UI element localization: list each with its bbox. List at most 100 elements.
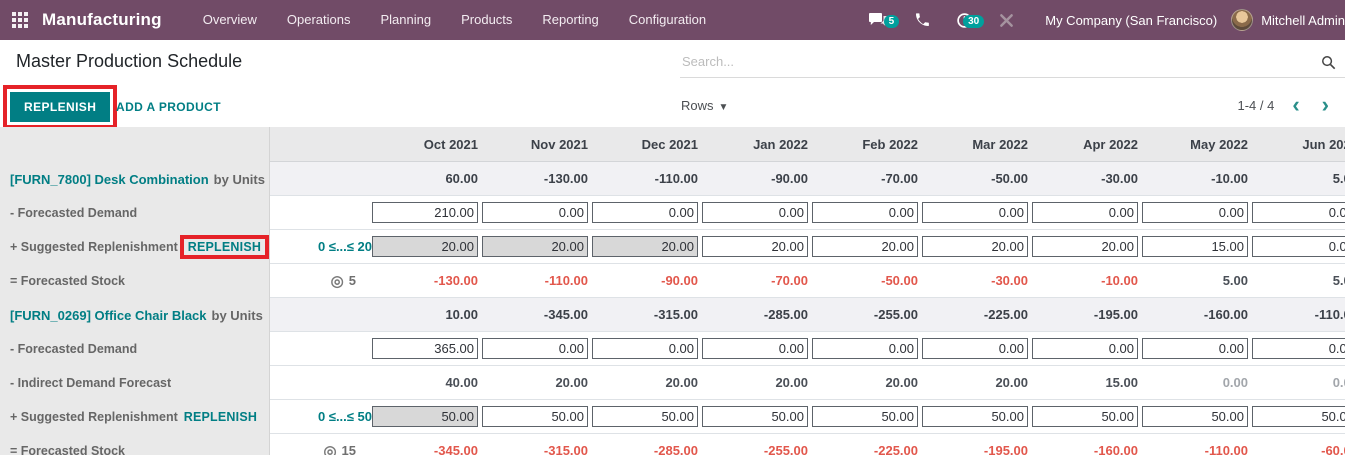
summary-value: -255.00 [873, 307, 918, 322]
replenish-input[interactable] [1252, 236, 1345, 257]
row-replenish-button[interactable]: REPLENISH [187, 239, 262, 254]
demand-input[interactable] [812, 338, 918, 359]
nav-menu-item-configuration[interactable]: Configuration [628, 12, 707, 27]
nav-menu-item-overview[interactable]: Overview [202, 12, 257, 27]
demand-input[interactable] [1142, 202, 1248, 223]
replenish-input[interactable] [812, 406, 918, 427]
input-cell [1252, 332, 1345, 365]
nav-menu-item-reporting[interactable]: Reporting [542, 12, 599, 27]
replenish-input[interactable] [1252, 406, 1345, 427]
summary-value: -70.00 [881, 171, 918, 186]
search-icon[interactable] [1321, 55, 1336, 75]
search-input[interactable] [680, 48, 1305, 75]
nav-menu: Overview Operations Planning Products Report… [188, 0, 721, 40]
replenish-input[interactable] [812, 236, 918, 257]
rows-dropdown[interactable]: Rows ▼ [681, 98, 729, 113]
replenish-input[interactable] [482, 236, 588, 257]
demand-input[interactable] [372, 338, 478, 359]
demand-input[interactable] [1142, 338, 1248, 359]
demand-input[interactable] [702, 338, 808, 359]
value-cell: -110.00 [598, 162, 708, 195]
input-cell [1032, 196, 1148, 229]
replenish-input[interactable] [592, 236, 698, 257]
company-switcher[interactable]: My Company (San Francisco) [1045, 12, 1218, 28]
value-cell: 60.00 [378, 162, 488, 195]
indirect-row: - Indirect Demand Forecast 40.00 20.00 20.0… [0, 366, 1345, 400]
pager-range: 1-4 / 4 [1237, 97, 1275, 113]
demand-input[interactable] [1032, 202, 1138, 223]
demand-input[interactable] [922, 338, 1028, 359]
summary-value: -345.00 [543, 307, 588, 322]
demand-input[interactable] [1032, 338, 1138, 359]
stock-value: 5.00 [1222, 273, 1248, 288]
messages-icon[interactable]: 5 [855, 12, 901, 28]
month-header: Apr 2022 [1083, 136, 1138, 152]
replenish-input[interactable] [1142, 406, 1248, 427]
product-uom: by Units [211, 307, 263, 323]
value-cell: -225.00 [818, 434, 928, 455]
demand-input[interactable] [1252, 338, 1345, 359]
demand-input[interactable] [482, 202, 588, 223]
product-link[interactable]: [FURN_0269] Office Chair Black [10, 307, 207, 323]
value-cell: -285.00 [708, 298, 818, 331]
pager-previous-icon[interactable]: ‹ [1292, 92, 1300, 117]
summary-value: -30.00 [1101, 171, 1138, 186]
summary-value: 5.00 [1332, 171, 1345, 186]
summary-value: -110.00 [654, 171, 698, 186]
safety-stock-target: ◎ 5 [270, 264, 378, 297]
replenish-input[interactable] [1142, 236, 1248, 257]
input-cell [482, 332, 598, 365]
header-body: Oct 2021 Nov 2021 Dec 2021 Jan 2022 Feb 2022… [270, 127, 1345, 162]
pager-next-icon[interactable]: › [1321, 92, 1329, 117]
replenish-input[interactable] [702, 236, 808, 257]
demand-input[interactable] [592, 202, 698, 223]
replenish-input[interactable] [1032, 236, 1138, 257]
demand-input[interactable] [372, 202, 478, 223]
stock-value: -195.00 [983, 443, 1028, 455]
value-cell: -30.00 [928, 264, 1038, 297]
indirect-value: 15.00 [1105, 375, 1138, 390]
indirect-value: 20.00 [995, 375, 1028, 390]
replenish-input[interactable] [702, 406, 808, 427]
replenish-input[interactable] [372, 236, 478, 257]
avatar[interactable] [1231, 9, 1254, 31]
value-cell: -285.00 [598, 434, 708, 455]
input-cell [1142, 230, 1258, 263]
demand-input[interactable] [812, 202, 918, 223]
replenish-row: + Suggested Replenishment REPLENISH 0 ≤...… [0, 230, 1345, 264]
summary-value: 10.00 [445, 307, 478, 322]
replenish-input[interactable] [482, 406, 588, 427]
add-a-product-button[interactable]: ADD A PRODUCT [116, 100, 221, 114]
demand-input[interactable] [482, 338, 588, 359]
stock-value: 5.00 [1332, 273, 1345, 288]
phone-icon[interactable] [901, 12, 943, 28]
replenish-input[interactable] [372, 406, 478, 427]
summary-value: -195.00 [1093, 307, 1138, 322]
replenish-input[interactable] [592, 406, 698, 427]
user-menu[interactable]: Mitchell Admin [1261, 12, 1345, 28]
product-link[interactable]: [FURN_7800] Desk Combination [10, 171, 209, 187]
replenish-input[interactable] [922, 406, 1028, 427]
replenish-input[interactable] [1032, 406, 1138, 427]
nav-menu-item-planning[interactable]: Planning [380, 12, 432, 27]
demand-input[interactable] [592, 338, 698, 359]
demand-input[interactable] [1252, 202, 1345, 223]
stock-value: -255.00 [763, 443, 808, 455]
activities-icon[interactable]: 30 [943, 12, 986, 29]
summary-value: -130.00 [543, 171, 588, 186]
replenish-button[interactable]: REPLENISH [10, 92, 111, 122]
navbar-right: 5 30 My Company (San Francisco) Mitchell… [855, 9, 1345, 31]
replenish-input[interactable] [922, 236, 1028, 257]
support-tools-icon[interactable] [986, 13, 1027, 28]
row-replenish-button[interactable]: REPLENISH [183, 410, 258, 424]
target-value: 15 [341, 443, 356, 455]
demand-input[interactable] [922, 202, 1028, 223]
stock-value: -285.00 [653, 443, 698, 455]
nav-menu-item-operations[interactable]: Operations [286, 12, 351, 27]
input-cell [702, 230, 818, 263]
nav-menu-item-products[interactable]: Products [461, 12, 513, 27]
input-cell [922, 196, 1038, 229]
demand-input[interactable] [702, 202, 808, 223]
apps-grid-icon[interactable] [12, 12, 28, 28]
range-spacer [270, 332, 378, 365]
